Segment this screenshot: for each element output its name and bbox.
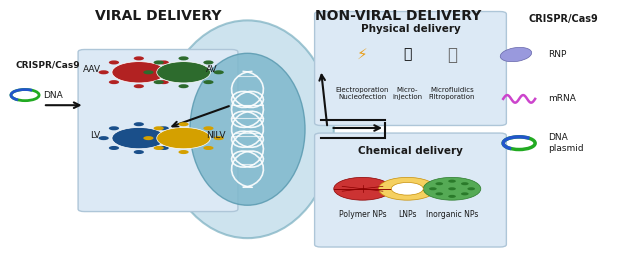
Circle shape xyxy=(153,60,164,65)
FancyBboxPatch shape xyxy=(315,12,507,125)
Circle shape xyxy=(461,182,469,185)
Circle shape xyxy=(178,84,189,88)
Circle shape xyxy=(134,56,144,60)
Text: CRISPR/Cas9: CRISPR/Cas9 xyxy=(15,60,80,69)
Text: CRISPR/Cas9: CRISPR/Cas9 xyxy=(529,14,598,24)
Circle shape xyxy=(159,60,169,65)
Text: mRNA: mRNA xyxy=(548,94,576,103)
Circle shape xyxy=(134,84,144,88)
Text: Micro-
injection: Micro- injection xyxy=(392,88,422,101)
Circle shape xyxy=(214,136,224,140)
Circle shape xyxy=(109,146,119,150)
Circle shape xyxy=(112,62,166,83)
Text: NON-VIRAL DELIVERY: NON-VIRAL DELIVERY xyxy=(315,9,481,23)
Circle shape xyxy=(214,70,224,74)
Text: LV: LV xyxy=(91,131,100,140)
Circle shape xyxy=(392,183,423,195)
Text: AAV: AAV xyxy=(82,65,100,74)
Circle shape xyxy=(153,80,164,84)
Text: Chemical delivery: Chemical delivery xyxy=(358,146,463,156)
Circle shape xyxy=(467,187,475,190)
Circle shape xyxy=(178,122,189,126)
Circle shape xyxy=(143,70,153,74)
Circle shape xyxy=(153,126,164,130)
Circle shape xyxy=(429,187,437,190)
Circle shape xyxy=(334,177,392,200)
Text: Electroporation
Nucleofection: Electroporation Nucleofection xyxy=(336,88,389,101)
Text: 💉: 💉 xyxy=(403,48,412,61)
Circle shape xyxy=(169,136,179,140)
Circle shape xyxy=(159,80,169,84)
Text: AV: AV xyxy=(206,65,218,74)
Circle shape xyxy=(109,80,119,84)
Circle shape xyxy=(112,127,166,149)
Circle shape xyxy=(448,180,456,183)
Circle shape xyxy=(178,150,189,154)
Text: Inorganic NPs: Inorganic NPs xyxy=(426,210,478,219)
Circle shape xyxy=(461,192,469,195)
Circle shape xyxy=(153,146,164,150)
Circle shape xyxy=(204,146,214,150)
Circle shape xyxy=(435,182,443,185)
Circle shape xyxy=(435,192,443,195)
Circle shape xyxy=(379,177,436,200)
Circle shape xyxy=(109,126,119,130)
Circle shape xyxy=(448,187,456,190)
Text: Physical delivery: Physical delivery xyxy=(361,24,460,34)
Ellipse shape xyxy=(500,47,532,62)
Ellipse shape xyxy=(190,53,305,205)
Circle shape xyxy=(423,177,481,200)
Text: ⧖: ⧖ xyxy=(447,46,457,63)
Circle shape xyxy=(159,126,169,130)
FancyBboxPatch shape xyxy=(78,49,238,211)
Circle shape xyxy=(157,127,211,149)
Text: Microfluidics
Filtroporation: Microfluidics Filtroporation xyxy=(429,88,475,101)
Text: DNA: DNA xyxy=(43,91,63,100)
Circle shape xyxy=(157,62,211,83)
Circle shape xyxy=(178,56,189,60)
Circle shape xyxy=(204,126,214,130)
Text: RNP: RNP xyxy=(548,50,566,59)
Text: LNPs: LNPs xyxy=(398,210,417,219)
Circle shape xyxy=(143,136,153,140)
Text: Polymer NPs: Polymer NPs xyxy=(339,210,386,219)
FancyBboxPatch shape xyxy=(315,133,507,247)
Text: DNA
plasmid: DNA plasmid xyxy=(548,133,584,153)
Circle shape xyxy=(99,136,108,140)
Circle shape xyxy=(204,80,214,84)
Circle shape xyxy=(204,60,214,65)
Ellipse shape xyxy=(161,20,334,238)
Circle shape xyxy=(109,60,119,65)
Circle shape xyxy=(134,150,144,154)
Text: ⚡: ⚡ xyxy=(357,47,368,62)
Circle shape xyxy=(99,70,108,74)
Circle shape xyxy=(134,122,144,126)
Circle shape xyxy=(169,70,179,74)
Circle shape xyxy=(159,146,169,150)
Text: VIRAL DELIVERY: VIRAL DELIVERY xyxy=(95,9,221,23)
Circle shape xyxy=(448,195,456,198)
Text: NILV: NILV xyxy=(206,131,225,140)
